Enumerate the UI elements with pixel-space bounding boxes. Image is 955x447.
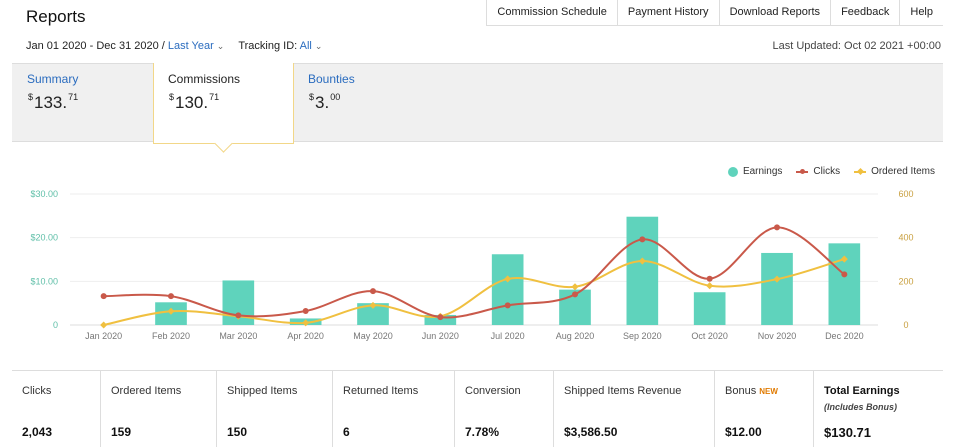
earnings-bar <box>357 303 389 325</box>
tab-amount: $3.00 <box>309 92 341 112</box>
ordered-items-point <box>369 301 377 309</box>
ordered-items-swatch <box>854 170 867 173</box>
filters-bar: Jan 01 2020 - Dec 31 2020 / Last Year ⌄ T… <box>26 40 322 52</box>
earnings-bar <box>626 216 659 325</box>
ordered-items-point <box>100 321 108 329</box>
tracking-id-label: Tracking ID: <box>238 40 298 52</box>
stat-bonus: Bonus NEW $12.00 <box>715 371 814 447</box>
chart-legend: Earnings Clicks Ordered Items <box>727 166 935 177</box>
clicks-point <box>302 308 309 315</box>
date-range: Jan 01 2020 - Dec 31 2020 / <box>26 40 165 52</box>
tab-amount: $130.71 <box>169 92 220 112</box>
ordered-items-point <box>302 319 310 327</box>
stat-total-earnings: Total Earnings (Includes Bonus) $130.71 <box>824 385 900 440</box>
x-axis-tick: May 2020 <box>353 331 393 341</box>
tab-commissions[interactable]: Commissions $130.71 <box>153 63 294 153</box>
help-link[interactable]: Help <box>910 6 933 18</box>
feedback-link[interactable]: Feedback <box>831 0 901 25</box>
stat-clicks: Clicks 2,043 <box>12 371 101 447</box>
clicks-point <box>100 293 107 300</box>
new-badge: NEW <box>759 387 778 396</box>
x-axis-tick: Feb 2020 <box>152 331 190 341</box>
x-axis-tick: Jun 2020 <box>422 331 459 341</box>
ordered-items-point <box>706 282 714 290</box>
chevron-down-icon: ⌄ <box>314 41 323 51</box>
tab-summary[interactable]: Summary $133.71 <box>27 72 79 113</box>
legend-ordered-items[interactable]: Ordered Items <box>854 166 935 177</box>
stat-ordered-items: Ordered Items 159 <box>101 371 217 447</box>
x-axis-tick: Jan 2020 <box>85 331 122 341</box>
right-axis-tick: 200 <box>898 276 913 286</box>
x-axis-tick: Apr 2020 <box>287 331 324 341</box>
clicks-point <box>706 275 713 282</box>
earnings-chart: 0 $10.00 $20.00 $30.00 0 200 400 600 Jan 2020 Feb… <box>30 189 913 341</box>
clicks-point <box>572 291 578 298</box>
legend-clicks[interactable]: Clicks <box>796 166 840 177</box>
stat-shipped-items: Shipped Items 150 <box>217 371 333 447</box>
ordered-items-point <box>167 307 175 315</box>
left-axis-tick: $20.00 <box>30 233 58 243</box>
date-preset-dropdown[interactable]: Last Year <box>167 40 214 52</box>
ordered-items-point <box>571 283 579 291</box>
left-axis-tick: $10.00 <box>30 276 58 286</box>
clicks-swatch <box>796 168 809 174</box>
legend-earnings[interactable]: Earnings <box>727 166 782 177</box>
summary-tabs: Summary $133.71 Commissions $130.71 Boun… <box>12 63 943 153</box>
x-axis-tick: Jul 2020 <box>491 331 525 341</box>
clicks-point <box>168 293 174 300</box>
ordered-items-point <box>638 257 646 265</box>
x-axis-tick: Mar 2020 <box>219 331 257 341</box>
x-axis-tick: Aug 2020 <box>556 331 595 341</box>
tab-label: Commissions <box>168 72 241 86</box>
ordered-items-point <box>840 255 848 263</box>
tab-amount: $133.71 <box>28 92 79 112</box>
earnings-swatch <box>727 166 738 177</box>
clicks-point <box>235 312 242 319</box>
tab-label: Bounties <box>308 72 355 86</box>
date-filter[interactable]: Jan 01 2020 - Dec 31 2020 / Last Year ⌄ <box>26 40 224 52</box>
commission-schedule-link[interactable]: Commission Schedule <box>487 0 618 25</box>
right-axis-tick: 600 <box>898 189 913 199</box>
x-axis-tick: Dec 2020 <box>825 331 864 341</box>
clicks-line <box>103 226 845 319</box>
earnings-bar <box>693 292 726 325</box>
tracking-id-filter[interactable]: Tracking ID: All ⌄ <box>238 40 322 52</box>
right-axis-tick: 400 <box>898 233 913 243</box>
left-axis-tick: $30.00 <box>30 189 58 199</box>
ordered-items-line <box>103 258 845 326</box>
clicks-point <box>639 236 646 243</box>
ordered-items-point <box>504 275 512 283</box>
clicks-point <box>841 271 848 278</box>
left-axis-tick: 0 <box>53 320 58 330</box>
x-axis-tick: Oct 2020 <box>691 331 728 341</box>
clicks-point <box>504 302 511 309</box>
last-updated: Last Updated: Oct 02 2021 +00:00 <box>772 40 942 52</box>
clicks-point <box>437 314 444 321</box>
clicks-point <box>370 288 376 295</box>
chevron-down-icon: ⌄ <box>216 41 225 51</box>
x-axis-tick: Sep 2020 <box>623 331 662 341</box>
ordered-items-point <box>773 275 781 283</box>
stat-conversion: Conversion 7.78% <box>455 371 554 447</box>
tracking-id-dropdown[interactable]: All <box>299 40 312 52</box>
top-nav: Commission Schedule Payment History Down… <box>486 0 943 26</box>
chart-panel: 0 $10.00 $20.00 $30.00 0 200 400 600 Jan 2020 Feb… <box>12 142 943 368</box>
totals-row: Clicks 2,043 Ordered Items 159 Shipped I… <box>12 370 943 447</box>
earnings-bar <box>491 254 524 325</box>
stat-shipped-items-revenue: Shipped Items Revenue $3,586.50 <box>554 371 715 447</box>
payment-history-link[interactable]: Payment History <box>618 0 720 25</box>
tab-label: Summary <box>27 72 79 86</box>
stat-returned-items: Returned Items 6 <box>333 371 455 447</box>
page-title: Reports <box>26 7 86 26</box>
right-axis-tick: 0 <box>903 320 908 330</box>
earnings-bar <box>761 252 793 325</box>
x-axis-tick: Nov 2020 <box>758 331 797 341</box>
download-reports-link[interactable]: Download Reports <box>720 0 832 25</box>
clicks-point <box>774 224 780 231</box>
tab-bounties[interactable]: Bounties $3.00 <box>308 72 355 113</box>
